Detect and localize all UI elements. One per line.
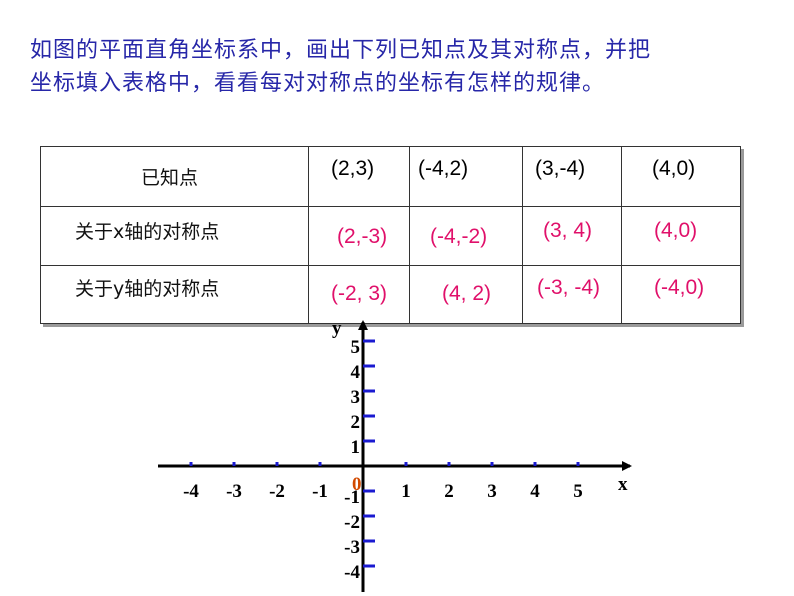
y-tick-label: -3	[344, 537, 360, 558]
table-cell: (2,-3)	[308, 206, 410, 266]
table-cell: (4,0)	[621, 206, 741, 266]
known-point: (-4,2)	[418, 157, 469, 180]
known-point: (3,-4)	[535, 157, 586, 180]
row-label-y-symmetric: 关于y轴的对称点	[75, 278, 220, 300]
x-tick-label: 5	[573, 481, 583, 502]
table-row-y-symmetric: 关于y轴的对称点 (-2, 3) (4, 2) (-3, -4) (-4,0)	[40, 265, 741, 324]
table-cell: (4,0)	[621, 146, 741, 207]
symmetric-points-table: 已知点 (2,3) (-4,2) (3,-4) (4,0) 关于x轴的对称点 (…	[40, 146, 741, 324]
x-tick-label: -4	[183, 481, 199, 502]
known-point: (2,3)	[331, 157, 375, 180]
x-tick-label: 3	[487, 481, 497, 502]
x-tick-label: -1	[312, 481, 328, 502]
row-label-known: 已知点	[141, 167, 199, 189]
origin-label: 0	[352, 474, 362, 495]
x-tick-label: -3	[226, 481, 242, 502]
known-point: (4,0)	[652, 157, 696, 180]
instruction-text: 如图的平面直角坐标系中，画出下列已知点及其对称点，并把 坐标填入表格中，看看每对…	[30, 34, 770, 100]
y-tick-label: -1	[344, 487, 360, 508]
y-tick-label: 1	[351, 437, 361, 458]
x-tick-labels: -4 -3 -2 -1 1 2 3 4 5	[183, 481, 583, 502]
table-row-x-symmetric: 关于x轴的对称点 (2,-3) (-4,-2) (3, 4) (4,0)	[40, 206, 741, 266]
instruction-line-1: 如图的平面直角坐标系中，画出下列已知点及其对称点，并把	[30, 38, 652, 63]
x-tick-label: 4	[530, 481, 540, 502]
table-cell: (4, 2)	[409, 265, 523, 324]
table-row-known: 已知点 (2,3) (-4,2) (3,-4) (4,0)	[40, 146, 741, 207]
x-tick-label: 1	[401, 481, 411, 502]
y-symmetric-point: (4, 2)	[442, 282, 492, 305]
y-tick-label: 3	[351, 387, 361, 408]
y-tick-label: 5	[351, 337, 361, 358]
x-tick-label: 2	[444, 481, 454, 502]
y-tick-label: 4	[351, 362, 361, 383]
x-symmetric-point: (4,0)	[654, 219, 698, 242]
y-tick-label: -4	[344, 562, 360, 583]
y-tick-label: 2	[351, 412, 361, 433]
y-tick-label: -2	[344, 512, 360, 533]
table-cell: (-4,-2)	[409, 206, 523, 266]
table-cell: (-2, 3)	[308, 265, 410, 324]
table-cell: (3, 4)	[522, 206, 622, 266]
instruction-line-2: 坐标填入表格中，看看每对对称点的坐标有怎样的规律。	[30, 71, 606, 96]
y-symmetric-point: (-2, 3)	[331, 282, 388, 305]
y-symmetric-point: (-4,0)	[654, 276, 705, 299]
x-tick-label: -2	[269, 481, 285, 502]
table-cell: (-4,2)	[409, 146, 523, 207]
x-axis-ticks	[189, 462, 580, 466]
y-axis-label: y	[332, 318, 342, 339]
x-symmetric-point: (-4,-2)	[430, 225, 488, 248]
table-header-cell: 已知点	[40, 146, 309, 207]
table-header-cell: 关于x轴的对称点	[40, 206, 309, 266]
table-header-cell: 关于y轴的对称点	[40, 265, 309, 324]
y-tick-labels: 5 4 3 2 1 -1 -2 -3 -4	[344, 337, 360, 583]
table-cell: (-3, -4)	[522, 265, 622, 324]
x-symmetric-point: (2,-3)	[337, 225, 388, 248]
x-axis-label: x	[618, 474, 628, 495]
table-cell: (-4,0)	[621, 265, 741, 324]
y-symmetric-point: (-3, -4)	[537, 276, 600, 299]
y-axis-ticks	[363, 339, 375, 568]
row-label-x-symmetric: 关于x轴的对称点	[75, 221, 220, 243]
x-symmetric-point: (3, 4)	[543, 219, 593, 242]
